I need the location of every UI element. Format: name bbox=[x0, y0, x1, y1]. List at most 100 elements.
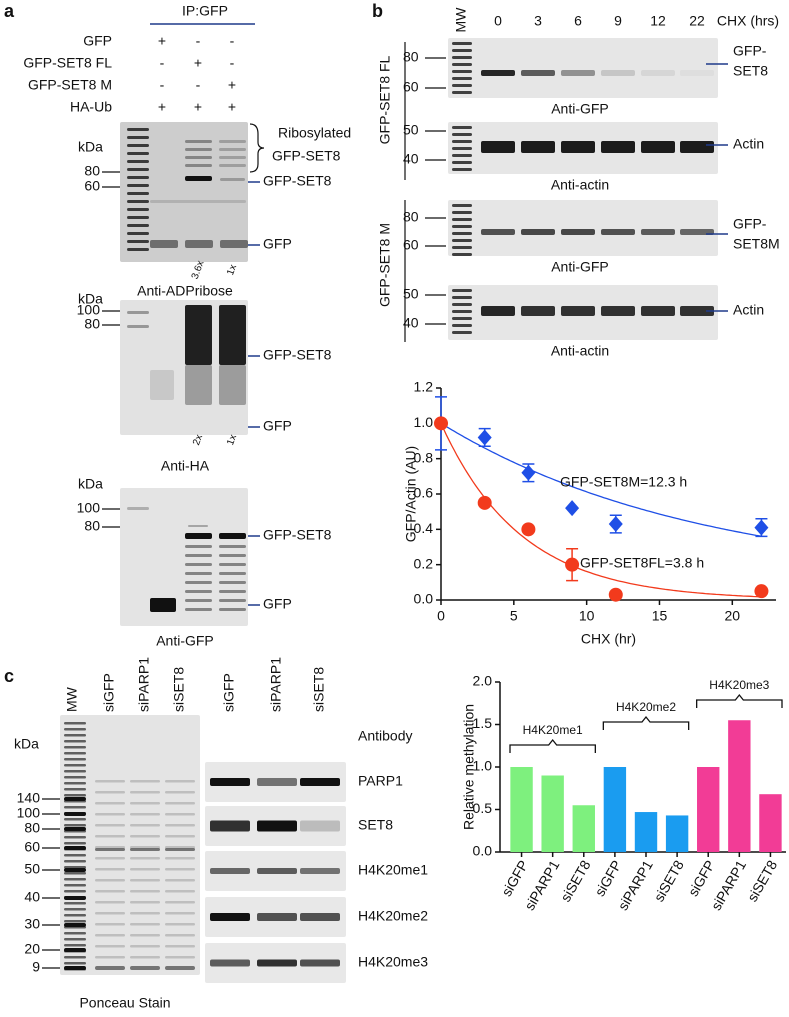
band bbox=[452, 246, 472, 249]
band bbox=[130, 879, 160, 882]
band bbox=[452, 232, 472, 235]
row-mark: - bbox=[196, 33, 201, 49]
band bbox=[219, 545, 246, 548]
band bbox=[64, 806, 86, 809]
band bbox=[127, 216, 149, 219]
band bbox=[680, 306, 714, 316]
band bbox=[210, 868, 250, 874]
band bbox=[130, 857, 160, 860]
band bbox=[127, 311, 149, 314]
band bbox=[150, 200, 246, 203]
header: IP:GFP bbox=[182, 3, 228, 19]
band bbox=[165, 879, 195, 882]
lane-label: 6 bbox=[574, 13, 582, 29]
marker-label: 50 bbox=[24, 861, 40, 877]
band bbox=[130, 791, 160, 794]
row-mark: + bbox=[228, 77, 236, 93]
band bbox=[300, 959, 340, 967]
row-mark: + bbox=[194, 99, 202, 115]
group-label: H4K20me3 bbox=[709, 678, 769, 692]
unit-label: kDa bbox=[14, 736, 39, 752]
row-mark: + bbox=[228, 99, 236, 115]
band bbox=[95, 945, 125, 948]
band bbox=[95, 802, 125, 805]
band bbox=[64, 734, 86, 737]
band bbox=[452, 140, 472, 143]
point bbox=[754, 584, 769, 599]
band bbox=[95, 846, 125, 849]
band bbox=[257, 778, 297, 786]
point bbox=[754, 519, 769, 536]
band bbox=[64, 872, 86, 875]
band bbox=[210, 959, 250, 967]
y-tick-label: 0.5 bbox=[473, 800, 493, 816]
band bbox=[64, 866, 86, 869]
band bbox=[521, 141, 555, 153]
group-label: GFP-SET8 M bbox=[377, 223, 393, 307]
band bbox=[601, 229, 635, 235]
x-tick-label: siGFP bbox=[498, 857, 531, 899]
band bbox=[257, 868, 297, 874]
marker-label: 100 bbox=[17, 805, 41, 821]
band bbox=[185, 608, 212, 611]
y-tick-label: 0.0 bbox=[414, 591, 434, 607]
band bbox=[127, 248, 149, 251]
annotation: GFP-SET8M=12.3 h bbox=[560, 474, 687, 490]
lane-label: siSET8 bbox=[311, 667, 327, 712]
band bbox=[64, 920, 86, 923]
fit-curve bbox=[440, 423, 762, 598]
y-tick-label: 1.5 bbox=[473, 715, 493, 731]
band bbox=[64, 966, 86, 970]
band bbox=[64, 722, 86, 725]
band bbox=[64, 878, 86, 881]
band bbox=[561, 141, 595, 153]
caption: Anti-GFP bbox=[551, 259, 609, 275]
y-tick-label: 0.6 bbox=[414, 485, 434, 501]
band bbox=[95, 780, 125, 783]
band bbox=[127, 152, 149, 155]
band bbox=[130, 846, 160, 849]
band bbox=[127, 184, 149, 187]
blot bbox=[448, 200, 718, 256]
band bbox=[64, 914, 86, 917]
band bbox=[452, 63, 472, 66]
caption: Ponceau Stain bbox=[79, 995, 170, 1011]
band bbox=[64, 776, 86, 779]
blot bbox=[120, 488, 248, 626]
x-tick-label: siSET8 bbox=[744, 857, 781, 904]
band bbox=[481, 229, 515, 235]
x-axis-label: CHX (hr) bbox=[581, 631, 636, 647]
band bbox=[300, 820, 340, 832]
point bbox=[477, 495, 492, 510]
row-label: HA-Ub bbox=[70, 99, 112, 115]
band bbox=[185, 365, 212, 405]
band bbox=[641, 141, 675, 153]
marker-label: 80 bbox=[84, 316, 100, 332]
band bbox=[95, 835, 125, 838]
band bbox=[481, 141, 515, 153]
band bbox=[452, 204, 472, 207]
bar bbox=[603, 767, 627, 852]
band bbox=[127, 208, 149, 211]
band bbox=[95, 923, 125, 926]
lane-label: MW bbox=[453, 7, 469, 33]
marker-label: 40 bbox=[403, 151, 419, 167]
marker-label: 50 bbox=[403, 122, 419, 138]
row-mark: - bbox=[230, 55, 235, 71]
band bbox=[219, 608, 246, 611]
lane-label: CHX (hrs) bbox=[717, 13, 779, 29]
point bbox=[434, 416, 448, 431]
band bbox=[452, 42, 472, 45]
band bbox=[95, 848, 125, 851]
quant: 1x bbox=[225, 263, 239, 277]
caption: Anti-GFP bbox=[551, 101, 609, 117]
band bbox=[185, 148, 212, 151]
band-label: SET8M bbox=[733, 236, 780, 252]
lane-label: 0 bbox=[494, 13, 502, 29]
band bbox=[64, 740, 86, 743]
band bbox=[521, 229, 555, 235]
x-tick-label: 5 bbox=[510, 608, 518, 624]
band bbox=[127, 176, 149, 179]
band bbox=[452, 91, 472, 94]
band bbox=[165, 848, 195, 851]
